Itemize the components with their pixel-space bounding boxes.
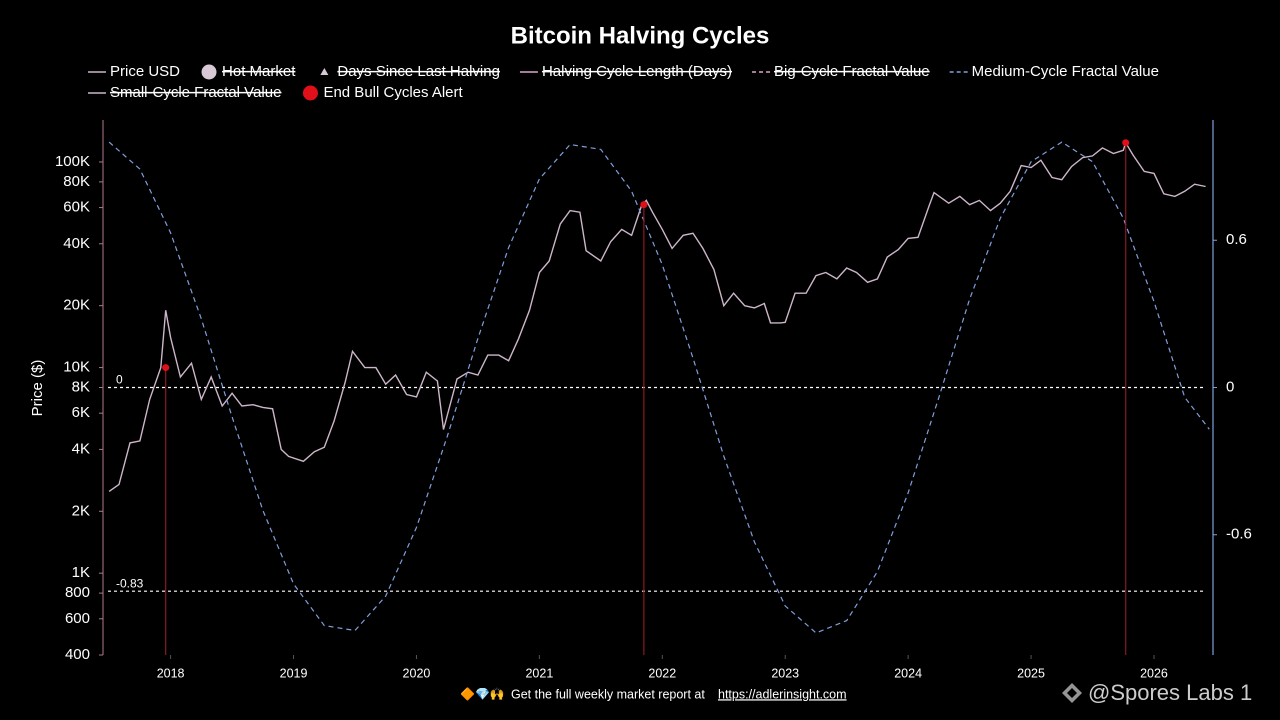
legend-label: End Bull Cycles Alert: [323, 84, 463, 101]
legend-label: Medium-Cycle Fractal Value: [972, 63, 1159, 80]
y2-tick-label: 0: [1226, 378, 1234, 395]
legend-item[interactable]: Big-Cycle Fractal Value: [752, 63, 930, 80]
footer: 🔶💎🙌 Get the full weekly market report at…: [460, 687, 847, 701]
y-tick-label: 8K: [72, 378, 90, 395]
legend-marker: [201, 64, 217, 80]
reference-label: -0.83: [116, 576, 144, 590]
y-tick-label: 20K: [63, 297, 90, 314]
y-tick-label: 4K: [72, 440, 90, 457]
legend-label: Hot Market: [222, 63, 296, 80]
legend-label: Price USD: [110, 63, 180, 80]
y2-tick-label: -0.6: [1226, 526, 1252, 543]
chart-title: Bitcoin Halving Cycles: [511, 22, 770, 49]
fractal-line: [108, 141, 1210, 634]
x-tick-label: 2024: [894, 666, 922, 680]
x-tick-label: 2022: [648, 666, 676, 680]
y-tick-label: 40K: [63, 235, 90, 252]
x-tick-label: 2025: [1017, 666, 1045, 680]
watermark-logo: [1062, 683, 1082, 703]
legend-label: Small-Cycle Fractal Value: [110, 84, 281, 101]
legend-label: Big-Cycle Fractal Value: [774, 63, 930, 80]
y-tick-label: 60K: [63, 199, 90, 216]
legend-label: Days Since Last Halving: [337, 63, 500, 80]
legend-item[interactable]: Medium-Cycle Fractal Value: [949, 63, 1159, 80]
legend-item[interactable]: Price USD: [88, 63, 180, 80]
watermark: @Spores Labs 1: [1062, 680, 1252, 705]
legend-item[interactable]: End Bull Cycles Alert: [302, 84, 464, 101]
y-tick-label: 600: [65, 610, 90, 627]
y-axis-label: Price ($): [29, 360, 46, 417]
alert-dot: [162, 364, 170, 372]
watermark-text: @Spores Labs 1: [1088, 680, 1252, 705]
price-line: [108, 141, 1206, 492]
x-tick-label: 2021: [525, 666, 553, 680]
legend-item[interactable]: Halving Cycle Length (Days): [519, 63, 732, 80]
alert-dot: [640, 201, 648, 209]
reference-label: 0: [116, 373, 123, 387]
legend-item[interactable]: Days Since Last Halving: [320, 63, 500, 80]
y-tick-label: 10K: [63, 359, 90, 376]
y-tick-label: 2K: [72, 502, 90, 519]
y-tick-label: 400: [65, 646, 90, 663]
footer-text: Get the full weekly market report at: [511, 687, 705, 701]
x-tick-label: 2023: [771, 666, 799, 680]
y-tick-label: 80K: [63, 173, 90, 190]
y2-tick-label: 0.6: [1226, 231, 1247, 248]
x-tick-label: 2019: [280, 666, 308, 680]
legend-label: Halving Cycle Length (Days): [542, 63, 732, 80]
legend-marker: [302, 85, 318, 101]
plot: [108, 139, 1210, 655]
alert-dot: [1122, 139, 1130, 147]
legend-item[interactable]: Hot Market: [201, 63, 297, 80]
footer-link[interactable]: https://adlerinsight.com: [718, 687, 847, 701]
legend-marker: [320, 68, 329, 75]
y-tick-label: 1K: [72, 564, 90, 581]
footer-icons: 🔶💎🙌: [460, 687, 505, 701]
x-tick-label: 2026: [1140, 666, 1168, 680]
legend-item[interactable]: Small-Cycle Fractal Value: [88, 84, 281, 101]
x-tick-label: 2018: [157, 666, 185, 680]
x-tick-label: 2020: [403, 666, 431, 680]
y-tick-label: 100K: [55, 153, 90, 170]
y-tick-label: 800: [65, 584, 90, 601]
y-tick-label: 6K: [72, 404, 90, 421]
